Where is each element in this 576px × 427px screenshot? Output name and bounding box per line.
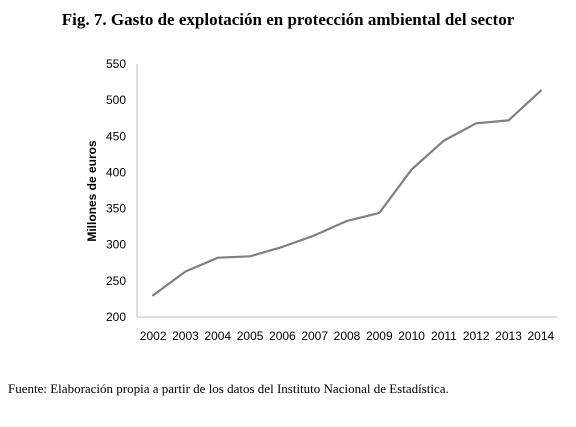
y-tick-label: 400 — [106, 165, 126, 179]
x-tick-label: 2009 — [366, 329, 393, 343]
x-tick-label: 2014 — [527, 329, 554, 343]
x-tick-label: 2007 — [301, 329, 328, 343]
x-tick-label: 2012 — [463, 329, 490, 343]
x-tick-label: 2010 — [398, 329, 425, 343]
figure-title: Fig. 7. Gasto de explotación en protecci… — [61, 10, 515, 29]
y-tick-label: 200 — [106, 310, 126, 324]
y-axis-title: Millones de euros — [85, 140, 99, 242]
x-tick-label: 2005 — [237, 329, 264, 343]
y-tick-label: 300 — [106, 238, 126, 252]
y-tick-label: 350 — [106, 202, 126, 216]
y-tick-label: 500 — [106, 93, 126, 107]
x-tick-label: 2006 — [269, 329, 296, 343]
x-tick-label: 2002 — [140, 329, 167, 343]
y-tick-label: 450 — [106, 129, 126, 143]
series-line — [152, 89, 542, 297]
x-tick-label: 2004 — [204, 329, 231, 343]
y-tick-label: 550 — [106, 57, 126, 71]
x-tick-label: 2008 — [334, 329, 361, 343]
y-tick-labels: 200 250 300 350 400 450 500 550 — [106, 57, 126, 324]
x-tick-labels: 2002 2003 2004 2005 2006 2007 2008 2009 2010 2011… — [140, 329, 555, 343]
series-group — [152, 89, 542, 297]
x-tick-label: 2011 — [431, 329, 457, 343]
y-tick-label: 250 — [106, 274, 126, 288]
x-tick-label: 2013 — [495, 329, 522, 343]
source-note: Fuente: Elaboración propia a partir de l… — [8, 381, 449, 396]
x-tick-label: 2003 — [172, 329, 199, 343]
